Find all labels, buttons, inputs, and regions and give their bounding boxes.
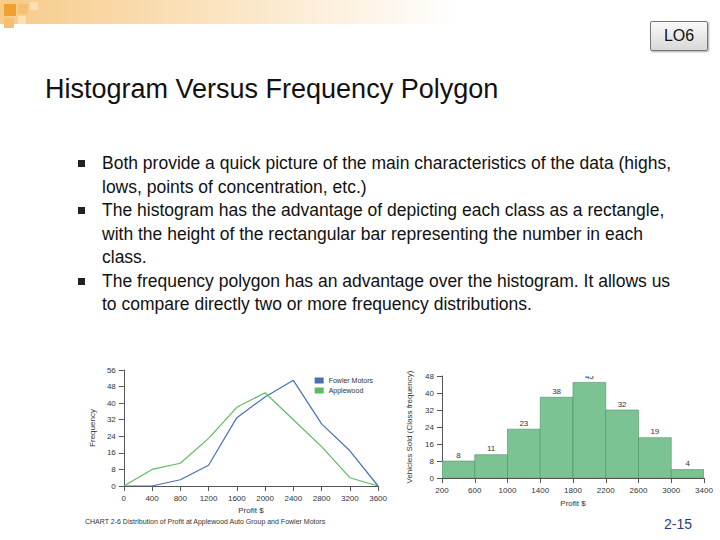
svg-text:16: 16 bbox=[425, 440, 434, 449]
svg-text:Applewood: Applewood bbox=[329, 387, 364, 395]
svg-text:Profit $: Profit $ bbox=[238, 506, 264, 515]
svg-text:0: 0 bbox=[122, 494, 127, 503]
svg-text:2600: 2600 bbox=[630, 486, 648, 495]
svg-text:Vehicles Sold (Class frequency: Vehicles Sold (Class frequency) bbox=[405, 370, 414, 483]
svg-text:48: 48 bbox=[107, 382, 116, 391]
svg-text:40: 40 bbox=[425, 389, 434, 398]
svg-text:0: 0 bbox=[111, 482, 116, 491]
html-text:The frequency polygon has an a: The frequency polygon has an advantage o… bbox=[102, 270, 671, 314]
svg-text:24: 24 bbox=[425, 423, 434, 432]
svg-text:1600: 1600 bbox=[228, 494, 246, 503]
svg-text:600: 600 bbox=[468, 486, 482, 495]
svg-text:4: 4 bbox=[685, 459, 690, 468]
svg-text:40: 40 bbox=[107, 399, 116, 408]
svg-text:3200: 3200 bbox=[341, 494, 359, 503]
svg-text:1000: 1000 bbox=[499, 486, 517, 495]
html-text:LO6: LO6 bbox=[663, 27, 695, 44]
svg-text:800: 800 bbox=[174, 494, 188, 503]
html-text:The histogram has the advantag: The histogram has the advantage of depic… bbox=[102, 200, 665, 267]
svg-text:32: 32 bbox=[425, 406, 434, 415]
svg-text:16: 16 bbox=[107, 448, 116, 457]
html-text:Both provide a quick picture o: Both provide a quick picture of the main… bbox=[102, 153, 672, 197]
svg-text:24: 24 bbox=[107, 432, 116, 441]
svg-text:400: 400 bbox=[145, 494, 159, 503]
svg-text:8: 8 bbox=[456, 451, 461, 460]
svg-text:2000: 2000 bbox=[256, 494, 274, 503]
html-text:2-15: 2-15 bbox=[664, 516, 692, 532]
svg-text:Fowler Motors: Fowler Motors bbox=[329, 377, 374, 384]
svg-text:3400: 3400 bbox=[695, 486, 713, 495]
svg-text:8: 8 bbox=[430, 457, 435, 466]
svg-text:2200: 2200 bbox=[597, 486, 615, 495]
svg-text:56: 56 bbox=[107, 366, 116, 375]
svg-text:32: 32 bbox=[618, 400, 627, 409]
svg-text:2400: 2400 bbox=[284, 494, 302, 503]
html-text:Histogram Versus Frequency Pol: Histogram Versus Frequency Polygon bbox=[45, 74, 499, 104]
svg-text:1400: 1400 bbox=[531, 486, 549, 495]
svg-text:3000: 3000 bbox=[662, 486, 680, 495]
svg-text:200: 200 bbox=[435, 486, 449, 495]
svg-text:45: 45 bbox=[585, 372, 594, 381]
svg-text:48: 48 bbox=[425, 372, 434, 381]
svg-text:1200: 1200 bbox=[200, 494, 218, 503]
svg-text:8: 8 bbox=[111, 465, 116, 474]
svg-text:Frequency: Frequency bbox=[88, 409, 97, 447]
svg-text:19: 19 bbox=[650, 427, 659, 436]
svg-text:2800: 2800 bbox=[313, 494, 331, 503]
svg-text:1800: 1800 bbox=[564, 486, 582, 495]
svg-text:23: 23 bbox=[519, 419, 528, 428]
svg-text:3600: 3600 bbox=[369, 494, 387, 503]
svg-text:32: 32 bbox=[107, 415, 116, 424]
svg-text:11: 11 bbox=[487, 444, 496, 453]
svg-text:38: 38 bbox=[552, 387, 561, 396]
svg-text:CHART 2-6 Distribution of Prof: CHART 2-6 Distribution of Profit at Appl… bbox=[85, 518, 326, 526]
svg-text:0: 0 bbox=[430, 474, 435, 483]
svg-text:Profit $: Profit $ bbox=[560, 499, 586, 508]
